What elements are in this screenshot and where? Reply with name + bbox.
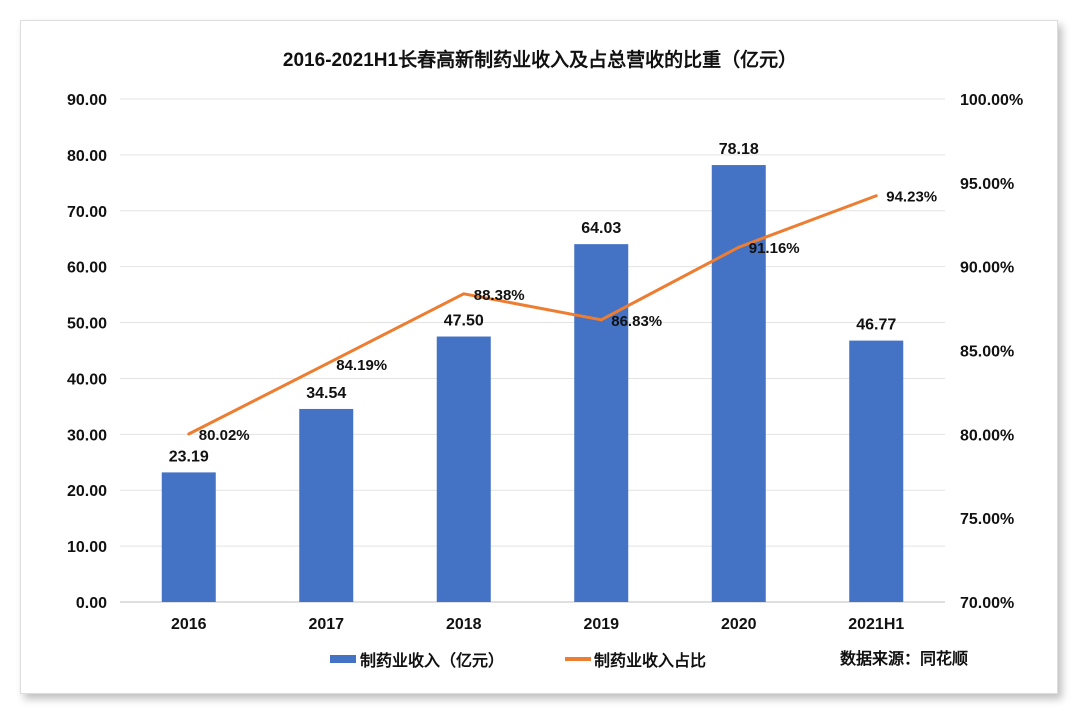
line-data-label: 84.19%	[336, 357, 387, 374]
left-tick-label: 90.00	[67, 92, 107, 109]
right-tick-label: 80.00%	[960, 427, 1014, 444]
line-point	[462, 292, 466, 296]
right-tick-label: 95.00%	[960, 176, 1014, 193]
bar	[161, 472, 216, 602]
line-data-label: 86.83%	[611, 313, 662, 330]
bar-data-label: 47.50	[444, 313, 484, 330]
bar	[849, 340, 904, 602]
chart-title: 2016-2021H1长春高新制药业收入及占总营收的比重（亿元）	[283, 48, 797, 71]
x-tick-label: 2021H1	[848, 616, 904, 633]
line-point	[187, 432, 191, 436]
source-note: 数据来源：同花顺	[840, 649, 968, 668]
x-tick-label: 2018	[446, 616, 482, 633]
bar-data-label: 78.18	[719, 141, 759, 158]
left-tick-label: 0.00	[76, 595, 107, 612]
right-tick-label: 75.00%	[960, 511, 1014, 528]
line-data-label: 94.23%	[886, 189, 937, 206]
left-tick-label: 50.00	[67, 316, 107, 333]
bar-data-label: 34.54	[306, 385, 346, 402]
bar	[574, 244, 629, 603]
line-point	[599, 318, 603, 322]
x-tick-label: 2017	[308, 616, 344, 633]
left-tick-label: 60.00	[67, 260, 107, 277]
legend-bar-swatch	[330, 655, 356, 663]
x-tick-label: 2020	[721, 616, 757, 633]
bar	[711, 165, 766, 602]
line-data-label: 80.02%	[199, 427, 250, 444]
left-tick-label: 70.00	[67, 204, 107, 221]
bar-data-label: 23.19	[169, 448, 209, 465]
line-point	[874, 194, 878, 198]
right-tick-label: 90.00%	[960, 260, 1014, 277]
bar-data-label: 64.03	[581, 220, 621, 237]
left-tick-label: 40.00	[67, 371, 107, 388]
line-point	[324, 362, 328, 366]
bar	[299, 408, 354, 602]
bar	[436, 336, 491, 602]
legend-line-swatch	[565, 657, 591, 661]
left-tick-label: 20.00	[67, 483, 107, 500]
bar-data-label: 46.77	[856, 317, 896, 334]
line-data-label: 91.16%	[749, 240, 800, 257]
legend-bar-label: 制药业收入（亿元）	[360, 651, 504, 670]
left-tick-label: 30.00	[67, 427, 107, 444]
left-tick-label: 80.00	[67, 148, 107, 165]
right-tick-label: 100.00%	[960, 92, 1023, 109]
right-tick-label: 85.00%	[960, 344, 1014, 361]
line-series	[188, 194, 877, 436]
line-point	[737, 245, 741, 249]
legend-line-label: 制药业收入占比	[594, 651, 706, 670]
x-tick-label: 2016	[171, 616, 207, 633]
line-data-label: 88.38%	[474, 287, 525, 304]
right-tick-label: 70.00%	[960, 595, 1014, 612]
left-tick-label: 10.00	[67, 539, 107, 556]
x-tick-label: 2019	[583, 616, 619, 633]
legend: 制药业收入（亿元） 制药业收入占比	[330, 651, 706, 670]
